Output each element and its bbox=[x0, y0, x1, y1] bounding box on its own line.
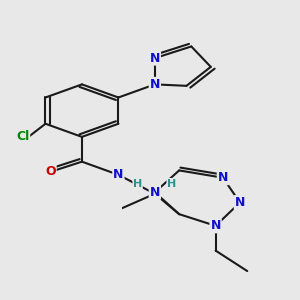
Text: N: N bbox=[113, 168, 124, 181]
Text: N: N bbox=[218, 171, 228, 184]
Text: N: N bbox=[150, 78, 160, 91]
Text: N: N bbox=[210, 219, 221, 232]
Text: N: N bbox=[150, 52, 160, 64]
Text: H: H bbox=[167, 178, 176, 188]
Text: O: O bbox=[45, 165, 56, 178]
Text: H: H bbox=[133, 178, 142, 188]
Text: N: N bbox=[235, 196, 245, 209]
Text: N: N bbox=[150, 186, 160, 199]
Text: Cl: Cl bbox=[16, 130, 29, 143]
